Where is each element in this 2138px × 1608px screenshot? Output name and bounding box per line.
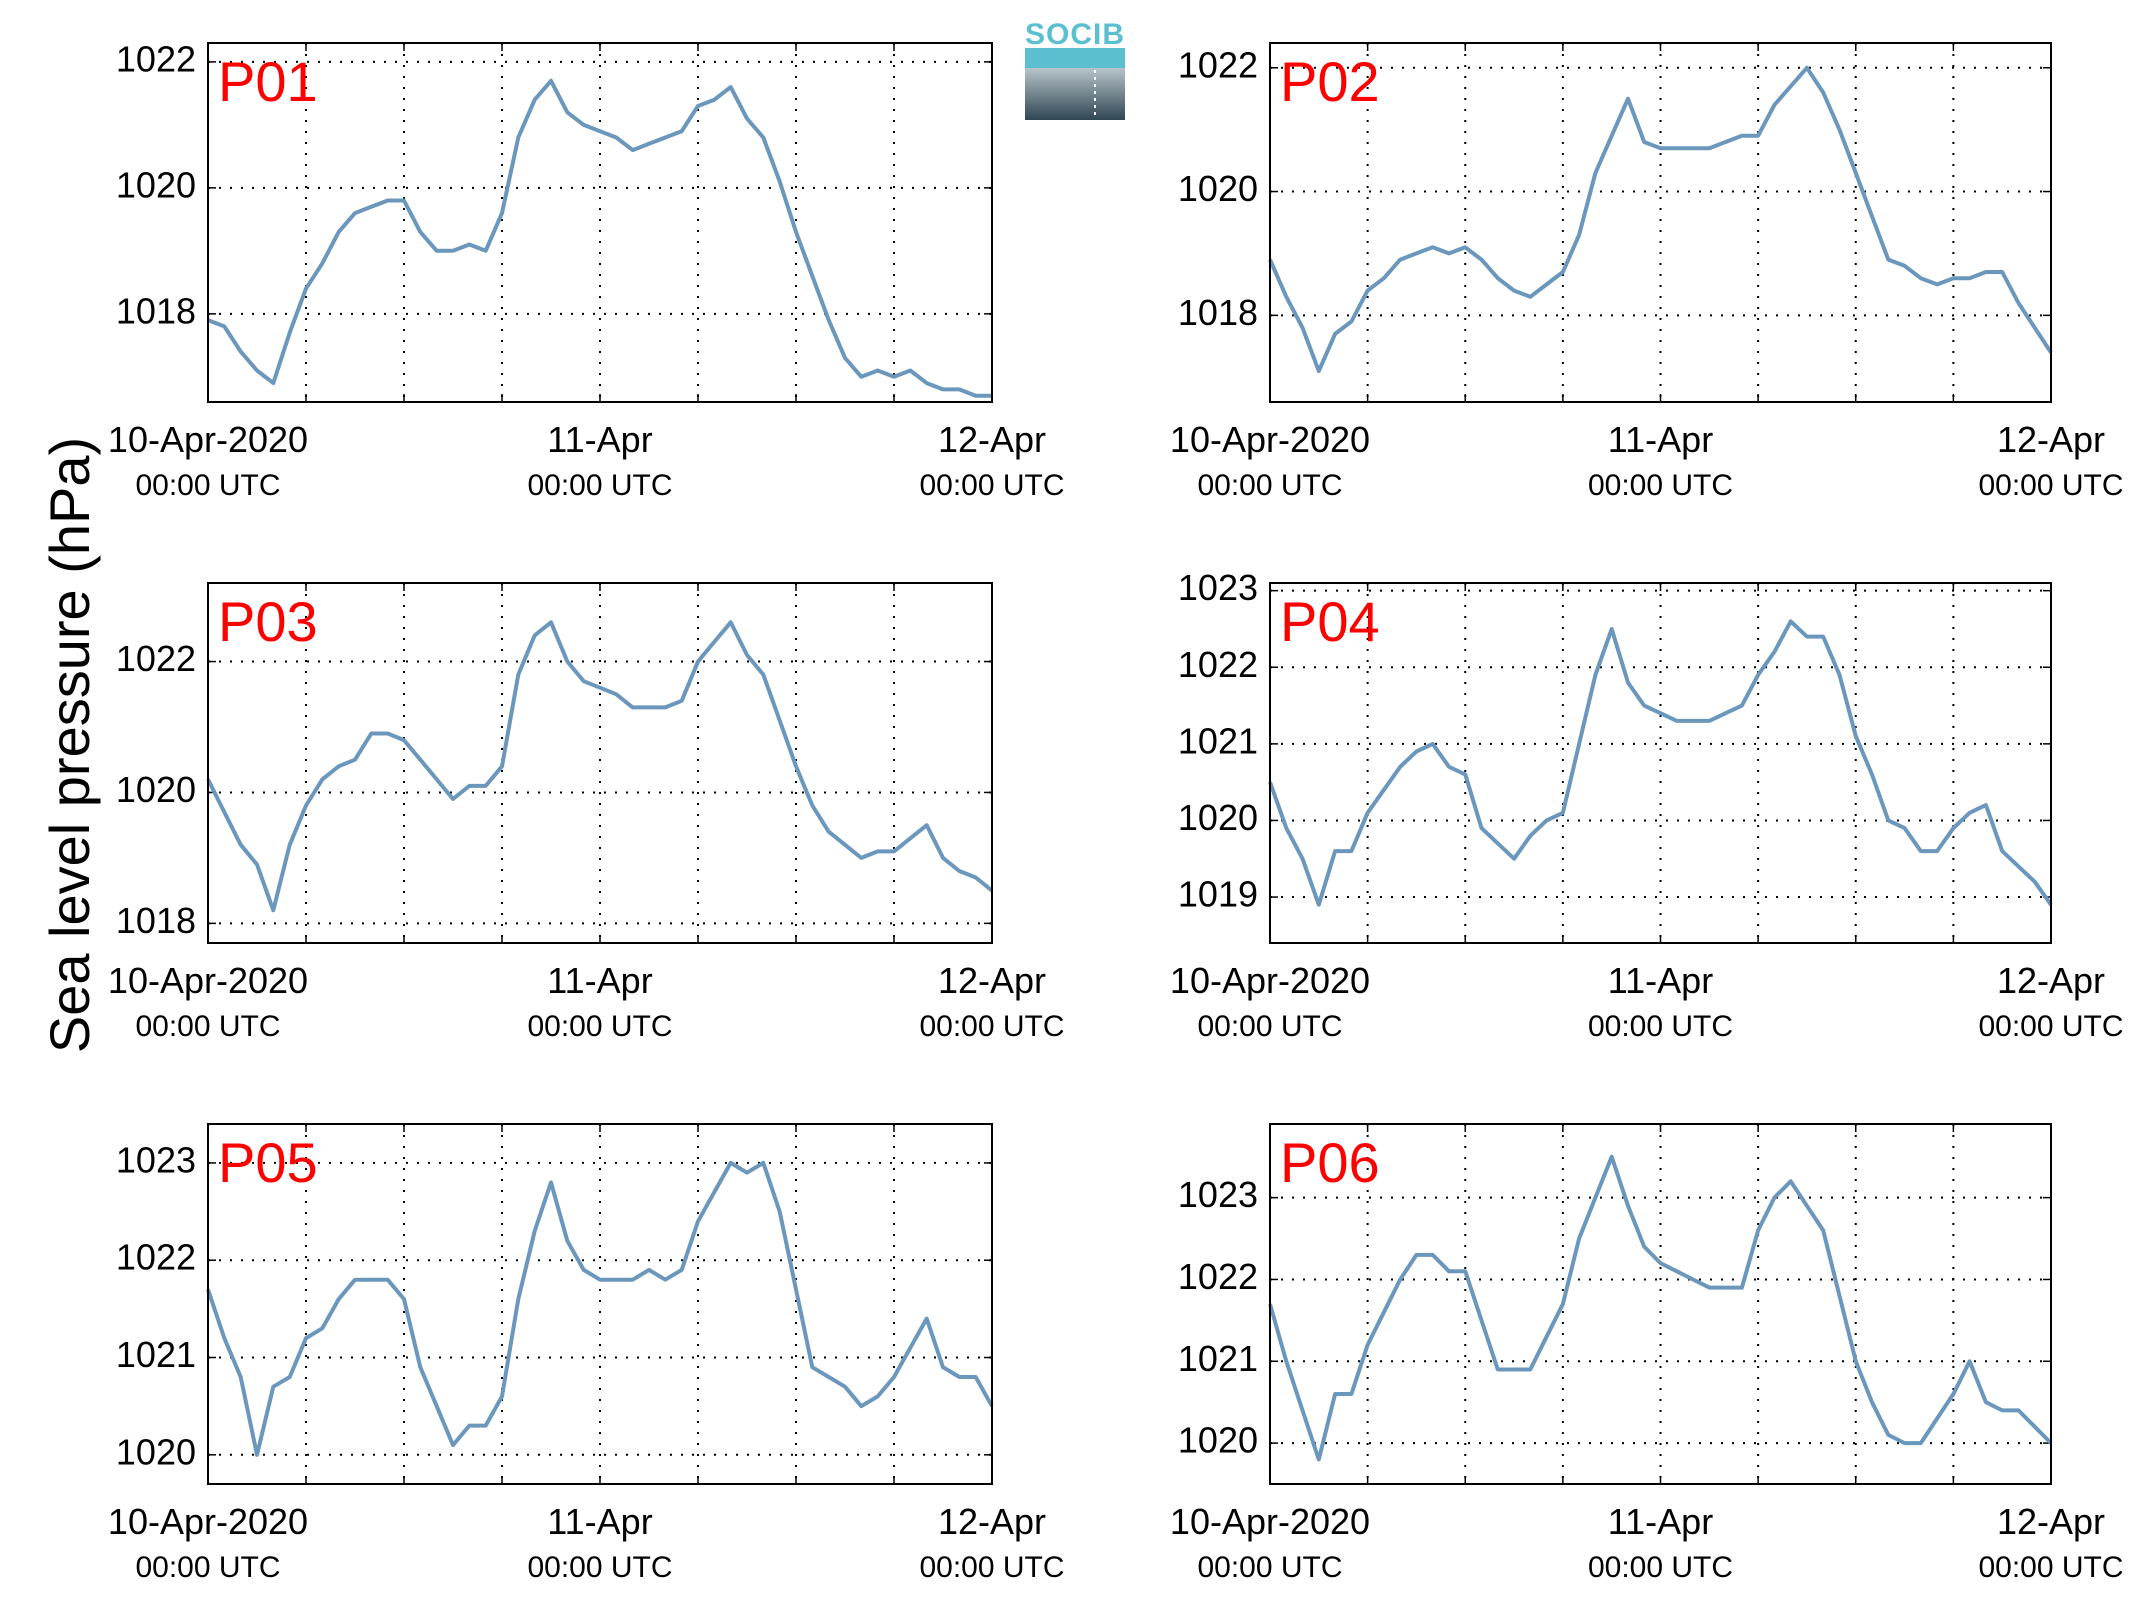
x-tick-sublabel: 00:00 UTC	[1588, 1551, 1733, 1584]
y-tick-label: 1023	[1178, 567, 1258, 608]
x-tick-label: 10-Apr-2020	[108, 419, 308, 460]
series-line-p05	[206, 1160, 994, 1457]
x-tick-sublabel: 00:00 UTC	[1588, 469, 1733, 502]
y-tick-label: 1018	[116, 290, 196, 331]
y-tick-label: 1020	[1178, 1420, 1258, 1461]
y-axis-label: Sea level pressure (hPa)	[38, 437, 101, 1053]
x-tick-sublabel: 00:00 UTC	[1197, 469, 1342, 502]
series-line-p03	[206, 620, 994, 913]
axes-frame	[1269, 1123, 2052, 1485]
y-tick-label: 1022	[116, 638, 196, 679]
panel-label: P02	[1280, 50, 1380, 113]
series-line-p01	[207, 78, 992, 398]
x-tick-sublabel: 00:00 UTC	[1978, 1551, 2123, 1584]
panel-label: P01	[218, 50, 318, 113]
x-tick-label: 10-Apr-2020	[108, 1501, 308, 1542]
y-tick-label: 1022	[116, 38, 196, 79]
axes-frame	[207, 42, 993, 403]
axes-frame	[1269, 582, 2052, 944]
x-tick-sublabel: 00:00 UTC	[527, 469, 672, 502]
x-tick-label: 11-Apr	[1608, 960, 1713, 1001]
x-tick-label: 12-Apr	[1997, 960, 2105, 1001]
y-tick-label: 1020	[1178, 797, 1258, 838]
x-tick-label: 10-Apr-2020	[1170, 1501, 1370, 1542]
y-tick-label: 1023	[116, 1139, 196, 1180]
y-tick-label: 1021	[116, 1334, 196, 1375]
x-tick-label: 10-Apr-2020	[1170, 419, 1370, 460]
panel-p04: 1019 1020 1021 1022 1023 P04 10-Apr-2020 00:00 …	[1170, 567, 2124, 1043]
y-tick-label: 1023	[1178, 1174, 1258, 1215]
x-tick-sublabel: 00:00 UTC	[1197, 1551, 1342, 1584]
x-tick-label: 11-Apr	[547, 960, 652, 1001]
axes-frame	[207, 582, 993, 944]
x-tick-label: 10-Apr-2020	[1170, 960, 1370, 1001]
panel-label: P04	[1280, 590, 1380, 653]
y-tick-label: 1021	[1178, 1338, 1258, 1379]
panel-p03: 1018 1020 1022 P03 10-Apr-2020 00:00 UTC 11-Ap…	[108, 582, 1065, 1043]
panel-label: P03	[218, 590, 318, 653]
x-tick-sublabel: 00:00 UTC	[1197, 1010, 1342, 1043]
series-line-p04	[1268, 619, 2053, 907]
x-tick-sublabel: 00:00 UTC	[135, 1551, 280, 1584]
x-tick-sublabel: 00:00 UTC	[919, 469, 1064, 502]
x-tick-label: 12-Apr	[938, 960, 1046, 1001]
series-line-p02	[1268, 65, 2053, 374]
series-line-p06	[1268, 1154, 2053, 1462]
y-tick-label: 1020	[116, 769, 196, 810]
axes-frame	[207, 1123, 993, 1485]
y-tick-label: 1021	[1178, 720, 1258, 761]
x-tick-sublabel: 00:00 UTC	[527, 1010, 672, 1043]
logo-top-band	[1025, 48, 1125, 68]
x-tick-label: 12-Apr	[1997, 1501, 2105, 1542]
y-tick-label: 1020	[116, 164, 196, 205]
x-tick-label: 12-Apr	[938, 419, 1046, 460]
logo-body	[1025, 68, 1125, 120]
x-tick-sublabel: 00:00 UTC	[135, 1010, 280, 1043]
x-tick-label: 10-Apr-2020	[108, 960, 308, 1001]
x-tick-label: 12-Apr	[938, 1501, 1046, 1542]
y-tick-label: 1020	[116, 1431, 196, 1472]
x-tick-label: 11-Apr	[547, 419, 652, 460]
panel-label: P05	[218, 1131, 318, 1194]
x-tick-sublabel: 00:00 UTC	[135, 469, 280, 502]
panel-label: P06	[1280, 1131, 1380, 1194]
y-tick-label: 1022	[1178, 1256, 1258, 1297]
x-tick-sublabel: 00:00 UTC	[527, 1551, 672, 1584]
y-tick-label: 1019	[1178, 874, 1258, 915]
x-tick-sublabel: 00:00 UTC	[1978, 1010, 2123, 1043]
x-tick-sublabel: 00:00 UTC	[919, 1551, 1064, 1584]
y-tick-label: 1018	[116, 900, 196, 941]
panel-p05: 1020 1021 1022 1023 P05 10-Apr-2020 00:00 UTC 1…	[108, 1123, 1065, 1584]
socib-logo: SOCIB	[1025, 18, 1125, 120]
y-tick-label: 1020	[1178, 168, 1258, 209]
x-tick-sublabel: 00:00 UTC	[1588, 1010, 1733, 1043]
x-tick-sublabel: 00:00 UTC	[1978, 469, 2123, 502]
panel-p06: 1020 1021 1022 1023 P06 10-Apr-2020 00:00 UTC 1…	[1170, 1123, 2124, 1584]
logo-text: SOCIB	[1025, 18, 1125, 51]
axes-frame	[1269, 42, 2052, 403]
x-tick-label: 11-Apr	[1608, 419, 1713, 460]
x-tick-label: 12-Apr	[1997, 419, 2105, 460]
panel-p01: 1018 1020 1022 P01 10-Apr-2020 00:00 UTC 11-Ap…	[108, 38, 1065, 502]
y-tick-label: 1022	[116, 1237, 196, 1278]
x-tick-sublabel: 00:00 UTC	[919, 1010, 1064, 1043]
x-tick-label: 11-Apr	[1608, 1501, 1713, 1542]
y-tick-label: 1022	[1178, 644, 1258, 685]
y-tick-label: 1022	[1178, 44, 1258, 85]
panel-p02: 1018 1020 1022 P02 10-Apr-2020 00:00 UTC 11-Ap…	[1170, 42, 2124, 502]
x-tick-label: 11-Apr	[547, 1501, 652, 1542]
y-tick-label: 1018	[1178, 292, 1258, 333]
